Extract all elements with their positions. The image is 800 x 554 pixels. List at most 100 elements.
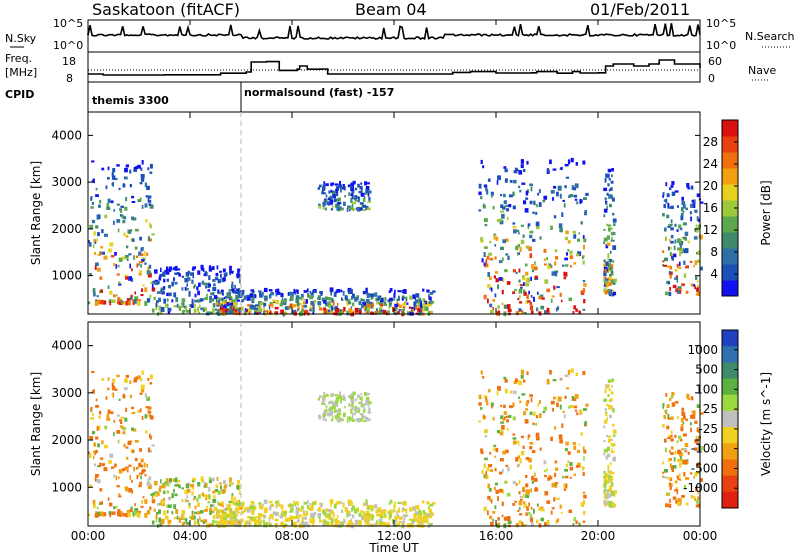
power-cell [677,287,682,292]
power-cell [564,236,568,240]
power-cell [329,195,334,199]
velocity-cell [503,411,507,415]
power-cell [524,208,529,213]
power-cell [279,303,284,307]
velocity-cell [569,462,573,466]
noise-left-tick-low: 10^0 [53,39,83,52]
power-cell [674,239,677,244]
velocity-cell [352,514,355,519]
velocity-cell [375,509,379,514]
power-cell [383,303,387,306]
x-tick-label: 04:00 [173,529,208,543]
velocity-cell [312,501,316,505]
power-cell [380,309,385,313]
power-cell [663,264,667,267]
velocity-cell [690,414,694,419]
power-cell [529,253,533,259]
power-cell [322,187,326,191]
velocity-cell [134,508,139,512]
velocity-cell [333,503,337,509]
power-cell [214,308,217,311]
power-cell [605,290,608,295]
velocity-cell [690,495,694,499]
power-cell [428,294,430,297]
power-cell [582,279,586,283]
velocity-cell [219,502,223,507]
velocity-cell [297,519,300,522]
velocity-cell [607,464,610,470]
velocity-cell [185,518,188,523]
power-cell [679,244,682,249]
power-cell [166,292,169,297]
power-cell [243,311,246,316]
velocity-cell [517,465,519,468]
power-cell [505,204,509,207]
power-cell [428,310,433,315]
power-cell [235,307,239,310]
velocity-cell [611,471,615,475]
power-cell [297,297,301,300]
velocity-cell [107,497,110,501]
velocity-cell [492,416,495,421]
power-cell [220,273,222,278]
power-cell [503,193,506,198]
velocity-cell [366,515,370,521]
velocity-cell [365,399,369,404]
power-cell [521,312,525,315]
power-cell [698,218,701,222]
power-cell [670,235,674,239]
velocity-cell [430,512,435,516]
power-cell [693,264,695,268]
velocity-cell [559,404,562,410]
power-cell [219,270,222,273]
velocity-cell [419,511,422,516]
velocity-cell [246,506,250,510]
velocity-cell [680,424,684,428]
power-cell [351,203,354,209]
velocity-cell [109,453,114,458]
power-cell [667,225,671,228]
power-cell [357,199,360,203]
velocity-cell [422,520,425,524]
power-cell [268,289,273,292]
velocity-cell [325,418,327,422]
power-cell [296,302,300,307]
power-cell [331,300,335,303]
velocity-cell [113,420,115,423]
velocity-cell [167,521,171,527]
velocity-cell [101,378,105,381]
velocity-cell [355,408,358,413]
power-cell [696,227,699,233]
power-cell [539,294,544,298]
power-cell [129,297,133,301]
power-cell [127,229,132,234]
power-cell [485,186,488,190]
velocity-cell [313,512,317,516]
velocity-cell [90,406,93,409]
power-cell [608,194,613,199]
power-cell [354,296,358,302]
x-axis-label: Time UT [368,541,419,554]
power-cell [258,305,262,308]
power-cell [568,195,571,198]
velocity-cell [663,415,666,420]
velocity-cell [570,476,572,479]
velocity-cell [338,395,342,399]
power-cell [419,308,423,314]
velocity-cell [163,490,166,495]
power-cell [500,210,505,213]
power-cell [152,280,157,284]
power-cell [328,197,331,200]
power-cell [494,256,497,260]
velocity-cell [338,417,342,422]
power-cell [213,295,218,300]
power-cell [103,255,108,260]
power-cell [693,236,698,240]
velocity-cell [563,483,566,488]
power-cell [509,180,513,183]
power-cell [99,251,102,256]
velocity-cell [533,411,536,416]
velocity-cell [126,509,131,513]
velocity-cell [209,510,212,515]
power-cell [302,301,307,305]
